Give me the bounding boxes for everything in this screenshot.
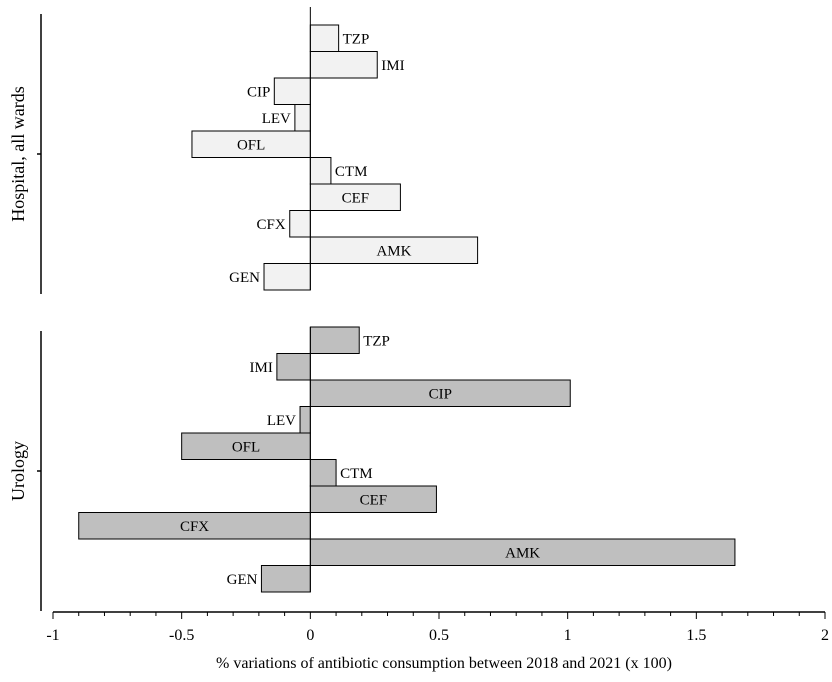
x-axis-title: % variations of antibiotic consumption b… xyxy=(216,655,672,672)
bar-lev xyxy=(299,406,311,434)
bar-label: OFL xyxy=(232,439,260,455)
bar-label: CTM xyxy=(340,466,373,482)
labels-layer: TZP IMI CIP LEV OFL CTM CEF CFX AMK GEN TZP IMI CIP L… xyxy=(180,31,540,588)
bar-cip xyxy=(273,77,311,105)
x-tick-label: -1 xyxy=(46,627,59,644)
bar-label: AMK xyxy=(505,545,540,561)
group-title: Hospital, all wards xyxy=(8,86,28,221)
x-tick-label: 2 xyxy=(821,627,829,644)
bar-label: GEN xyxy=(229,270,260,286)
bar-label: CFX xyxy=(180,519,209,535)
bar-label: CFX xyxy=(257,217,286,233)
x-tick-label: 0 xyxy=(306,627,314,644)
bar-gen xyxy=(260,565,311,593)
bar-label: GEN xyxy=(227,572,258,588)
bar-amk xyxy=(309,236,479,264)
bar-label: CIP xyxy=(429,386,452,402)
bar-cfx xyxy=(289,210,311,238)
axes-layer: Hospital, all wards Urology -1 -0.5 0 0.5 1 1.5… xyxy=(8,7,829,644)
bar-cef xyxy=(309,183,401,211)
bar-label: TZP xyxy=(363,333,390,349)
x-tick-label: 1.5 xyxy=(686,627,706,644)
x-tick-label: -0.5 xyxy=(169,627,194,644)
x-tick-label: 0.5 xyxy=(429,627,449,644)
bar-tzp xyxy=(309,326,360,354)
bar-gen xyxy=(263,263,311,291)
bar-label: TZP xyxy=(343,31,370,47)
bar-ofl xyxy=(181,432,311,460)
bar-label: AMK xyxy=(376,243,411,259)
group-title: Urology xyxy=(8,441,28,501)
bar-label: LEV xyxy=(267,413,296,429)
bar-cip xyxy=(309,379,571,407)
bar-label: CIP xyxy=(247,84,270,100)
bar-tzp xyxy=(309,24,340,52)
bar-label: CTM xyxy=(335,164,368,180)
bars-layer xyxy=(78,24,736,593)
bar-ctm xyxy=(309,157,332,185)
bar-lev xyxy=(294,104,311,132)
bar-label: IMI xyxy=(381,58,404,74)
bar-cfx xyxy=(78,512,311,540)
bar-imi xyxy=(276,353,311,381)
bar-label: LEV xyxy=(262,111,291,127)
x-tick-label: 1 xyxy=(564,627,572,644)
bar-ctm xyxy=(309,459,337,487)
bar-label: CEF xyxy=(342,190,370,206)
bar-label: OFL xyxy=(237,137,265,153)
bar-ofl xyxy=(191,130,311,158)
bar-label: IMI xyxy=(250,360,273,376)
bar-label: CEF xyxy=(360,492,388,508)
bar-imi xyxy=(309,51,378,79)
